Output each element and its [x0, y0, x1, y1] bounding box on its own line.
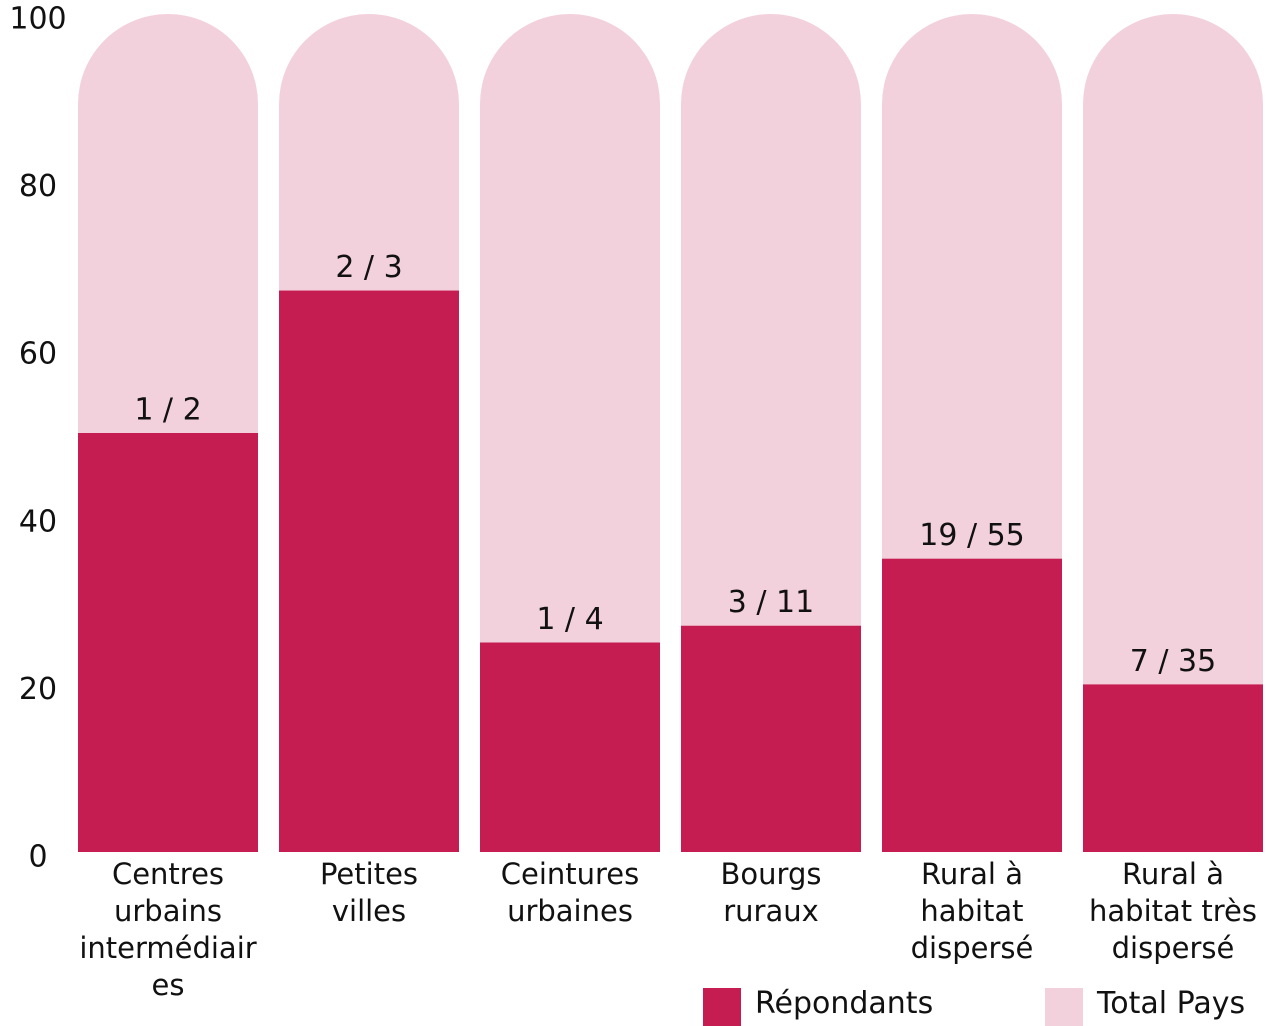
legend-label: Total Pays: [1097, 986, 1246, 1021]
value-label: 1 / 4: [536, 602, 603, 637]
y-tick-label: 0: [28, 840, 47, 875]
value-label: 3 / 11: [728, 585, 814, 620]
bar: [681, 625, 861, 852]
value-label: 7 / 35: [1130, 644, 1216, 679]
value-label: 19 / 55: [919, 518, 1025, 553]
total-bar: [1083, 14, 1263, 852]
x-tick-label: Rural à habitat dispersé: [910, 857, 1034, 965]
legend-label: Répondants: [755, 986, 934, 1021]
x-tick-label: Centres urbains intermédiaires: [79, 857, 257, 1002]
bar: [882, 558, 1062, 852]
y-tick-label: 20: [19, 672, 57, 707]
legend-swatch: [1045, 988, 1083, 1026]
x-tick-label: Ceintures urbaines: [500, 857, 640, 928]
value-label: 2 / 3: [335, 250, 402, 285]
value-label: 1 / 2: [134, 393, 201, 428]
bar: [279, 290, 459, 852]
y-tick-label: 60: [19, 337, 57, 372]
bar: [1083, 684, 1263, 852]
y-tick-label: 100: [9, 2, 66, 37]
y-tick-label: 40: [19, 504, 57, 539]
y-tick-label: 80: [19, 169, 57, 204]
x-tick-label: Rural à habitat très dispersé: [1089, 857, 1257, 965]
x-tick-label: Bourgs ruraux: [720, 857, 822, 928]
bar: [78, 433, 258, 852]
bar: [480, 642, 660, 852]
legend-swatch: [703, 988, 741, 1026]
x-tick-label: Petites villes: [319, 857, 419, 928]
